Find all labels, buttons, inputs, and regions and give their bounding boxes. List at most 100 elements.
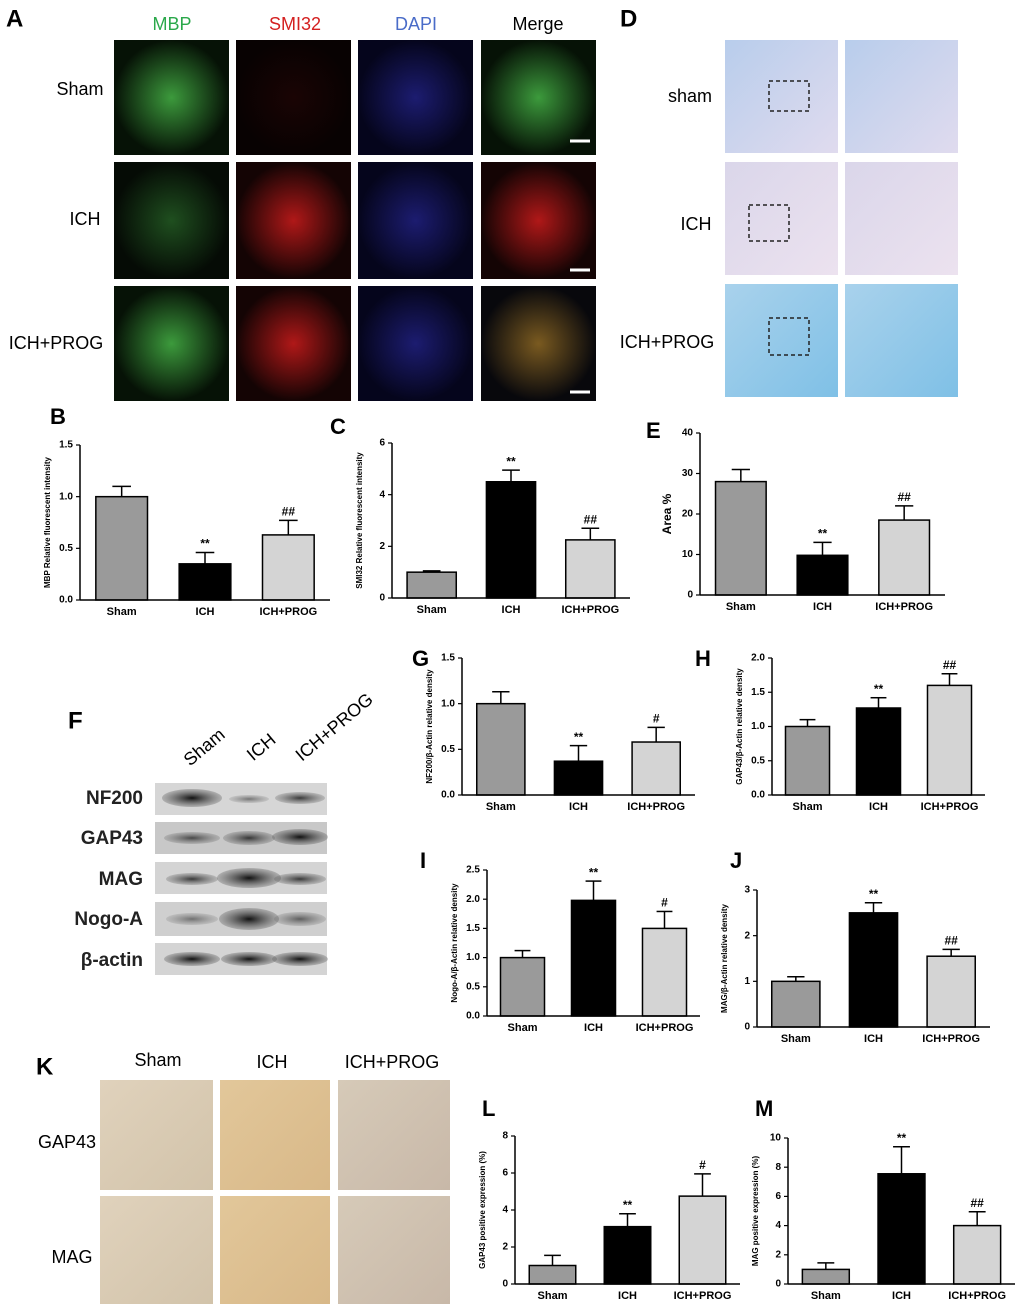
y-tick-label: 0 xyxy=(687,590,693,601)
bar xyxy=(641,927,688,1017)
y-tick-label: 0.0 xyxy=(466,1011,480,1022)
significance-label: ## xyxy=(970,1196,984,1210)
band xyxy=(272,829,328,845)
column-header: Merge xyxy=(512,14,563,34)
y-tick-label: 10 xyxy=(682,549,694,560)
y-tick-label: 4 xyxy=(502,1205,508,1216)
band xyxy=(223,831,275,845)
y-tick-label: 40 xyxy=(682,428,694,439)
y-axis-label: NF200/β-Actin relative density xyxy=(425,669,434,784)
bar xyxy=(796,554,849,596)
x-tick-label: ICH+PROG xyxy=(636,1022,694,1034)
y-tick-label: 0.5 xyxy=(466,981,480,992)
panel-label: G xyxy=(412,646,429,671)
significance-label: ** xyxy=(506,454,516,468)
significance-label: # xyxy=(699,1158,706,1172)
x-tick-label: ICH xyxy=(864,1033,883,1045)
panel-label: F xyxy=(68,707,83,734)
ihc-images xyxy=(100,1080,450,1304)
x-tick-label: ICH+PROG xyxy=(948,1290,1006,1302)
bar xyxy=(261,534,315,601)
band xyxy=(162,789,222,807)
bar xyxy=(714,480,767,596)
band xyxy=(275,792,325,804)
y-tick-label: 0.0 xyxy=(441,790,455,801)
x-tick-label: Sham xyxy=(811,1290,841,1302)
column-header: ICH+PROG xyxy=(292,689,377,765)
y-tick-label: 0.0 xyxy=(751,790,765,801)
bar xyxy=(952,1224,1002,1285)
row-label: ICH+PROG xyxy=(620,332,715,352)
y-tick-label: 2 xyxy=(379,541,385,552)
panel-label: I xyxy=(420,848,426,873)
y-axis-label: Area % xyxy=(660,493,674,534)
x-tick-label: ICH xyxy=(502,604,521,616)
y-tick-label: 1.5 xyxy=(466,923,480,934)
panel-label: L xyxy=(482,1096,495,1121)
row-label: Sham xyxy=(56,79,103,99)
x-tick-label: ICH xyxy=(892,1290,911,1302)
column-header: ICH xyxy=(257,1052,288,1072)
panel-label: C xyxy=(330,414,346,439)
image xyxy=(114,162,229,279)
bar xyxy=(771,980,821,1028)
x-tick-label: ICH xyxy=(813,601,832,613)
y-tick-label: 2 xyxy=(775,1249,781,1260)
y-tick-label: 1 xyxy=(744,976,750,987)
panel-label: A xyxy=(6,5,23,32)
panel-label: D xyxy=(620,5,637,32)
row-label: NF200 xyxy=(86,788,143,809)
x-tick-label: ICH xyxy=(618,1290,637,1302)
bar xyxy=(95,495,149,601)
x-tick-label: ICH+PROG xyxy=(922,1033,980,1045)
row-label: MAG xyxy=(99,869,143,890)
western-blots xyxy=(155,783,328,975)
bar xyxy=(178,563,232,601)
y-tick-label: 0.0 xyxy=(59,595,73,606)
x-tick-label: Sham xyxy=(726,601,756,613)
band xyxy=(221,952,277,966)
x-tick-label: Sham xyxy=(417,604,447,616)
x-tick-label: Sham xyxy=(781,1033,811,1045)
bar xyxy=(926,955,976,1028)
column-header: DAPI xyxy=(395,14,437,34)
image xyxy=(220,1196,330,1304)
image xyxy=(114,286,229,401)
bar xyxy=(603,1225,652,1285)
x-tick-label: Sham xyxy=(793,801,823,813)
significance-label: ** xyxy=(623,1198,633,1212)
y-tick-label: 1.5 xyxy=(441,653,455,664)
y-tick-label: 0 xyxy=(502,1279,508,1290)
image xyxy=(338,1196,450,1304)
bar xyxy=(877,1173,926,1285)
lfb-images xyxy=(725,40,958,397)
y-tick-label: 6 xyxy=(775,1191,781,1202)
y-tick-label: 1.5 xyxy=(59,440,73,451)
panel-label: J xyxy=(730,848,742,873)
column-header: Sham xyxy=(180,724,229,770)
y-tick-label: 6 xyxy=(502,1168,508,1179)
y-tick-label: 1.0 xyxy=(441,698,455,709)
image xyxy=(358,40,473,155)
y-tick-label: 0.5 xyxy=(751,755,765,766)
y-tick-label: 1.0 xyxy=(466,952,480,963)
panel-label: M xyxy=(755,1096,773,1121)
y-axis-label: SMI32 Relative fluorescent intensity xyxy=(355,452,364,589)
column-header: MBP xyxy=(152,14,191,34)
x-tick-label: ICH+PROG xyxy=(259,606,317,618)
significance-label: ** xyxy=(874,682,884,696)
image xyxy=(100,1196,213,1304)
x-tick-label: ICH xyxy=(869,801,888,813)
y-tick-label: 0 xyxy=(744,1022,750,1033)
image xyxy=(845,162,958,275)
row-label: sham xyxy=(668,86,712,106)
bar xyxy=(678,1195,727,1285)
bar xyxy=(784,725,831,796)
band xyxy=(166,913,218,925)
bar xyxy=(553,760,604,796)
y-tick-label: 30 xyxy=(682,468,694,479)
image xyxy=(725,40,838,153)
y-tick-label: 8 xyxy=(502,1131,508,1142)
x-tick-label: ICH xyxy=(569,801,588,813)
x-tick-label: Sham xyxy=(107,606,137,618)
